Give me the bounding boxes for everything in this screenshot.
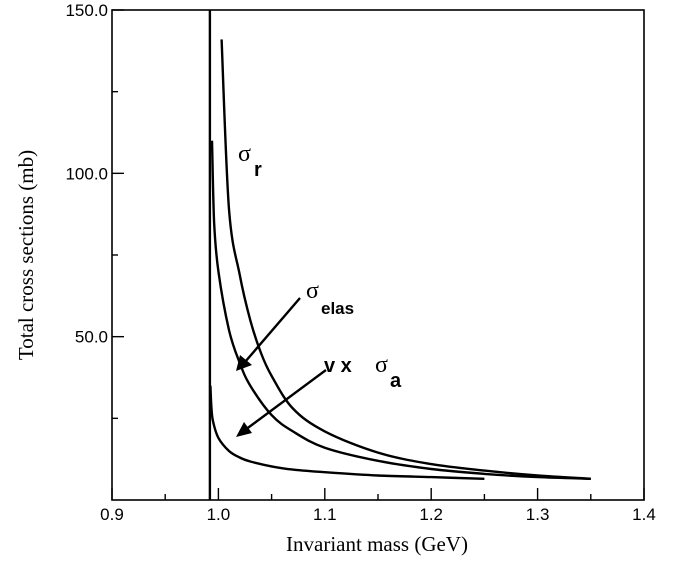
x-tick-label: 1.3 — [526, 505, 550, 524]
y-tick-label: 50.0 — [75, 328, 108, 347]
curve-sigma-r — [220, 39, 591, 480]
x-tick-label: 0.9 — [100, 505, 124, 524]
tick-labels: 0.9 1.0 1.1 1.2 1.3 1.4 50.0 100.0 150.0 — [65, 1, 655, 524]
axis-ticks — [111, 9, 645, 500]
annotation-sigma-elas: σ elas — [306, 278, 354, 318]
annotation-sigma-r: σ r — [238, 141, 262, 181]
x-tick-label: 1.4 — [632, 505, 656, 524]
curve-sigma-elas — [210, 140, 591, 480]
arrow-a-line — [244, 369, 327, 431]
y-tick-label: 150.0 — [65, 1, 108, 20]
arrow-a-head — [236, 422, 252, 437]
arrows — [236, 297, 327, 437]
annotation-sigma-r-subscript: r — [254, 159, 262, 181]
arrow-elas-head — [236, 355, 252, 371]
annotation-v-sigma-a: v x σ a — [324, 352, 402, 392]
x-tick-label: 1.2 — [419, 505, 443, 524]
curve-v-sigma-a — [209, 385, 485, 480]
plot-frame — [111, 9, 645, 501]
y-axis-title: Total cross sections (mb) — [14, 150, 38, 360]
arrow-elas-line — [244, 297, 301, 363]
annotation-sigma-r-symbol: σ — [238, 141, 251, 167]
annotation-v-sigma-a-prefix: v x — [324, 355, 357, 377]
annotation-sigma-elas-symbol: σ — [306, 278, 319, 304]
curves — [209, 39, 591, 480]
y-tick-label: 100.0 — [65, 164, 108, 183]
x-axis-title: Invariant mass (GeV) — [286, 532, 468, 556]
x-tick-label: 1.1 — [313, 505, 337, 524]
x-tick-label: 1.0 — [207, 505, 231, 524]
annotation-sigma-elas-subscript: elas — [321, 299, 354, 318]
annotation-v-sigma-a-symbol: σ — [375, 352, 388, 378]
annotation-v-sigma-a-subscript: a — [390, 370, 402, 392]
